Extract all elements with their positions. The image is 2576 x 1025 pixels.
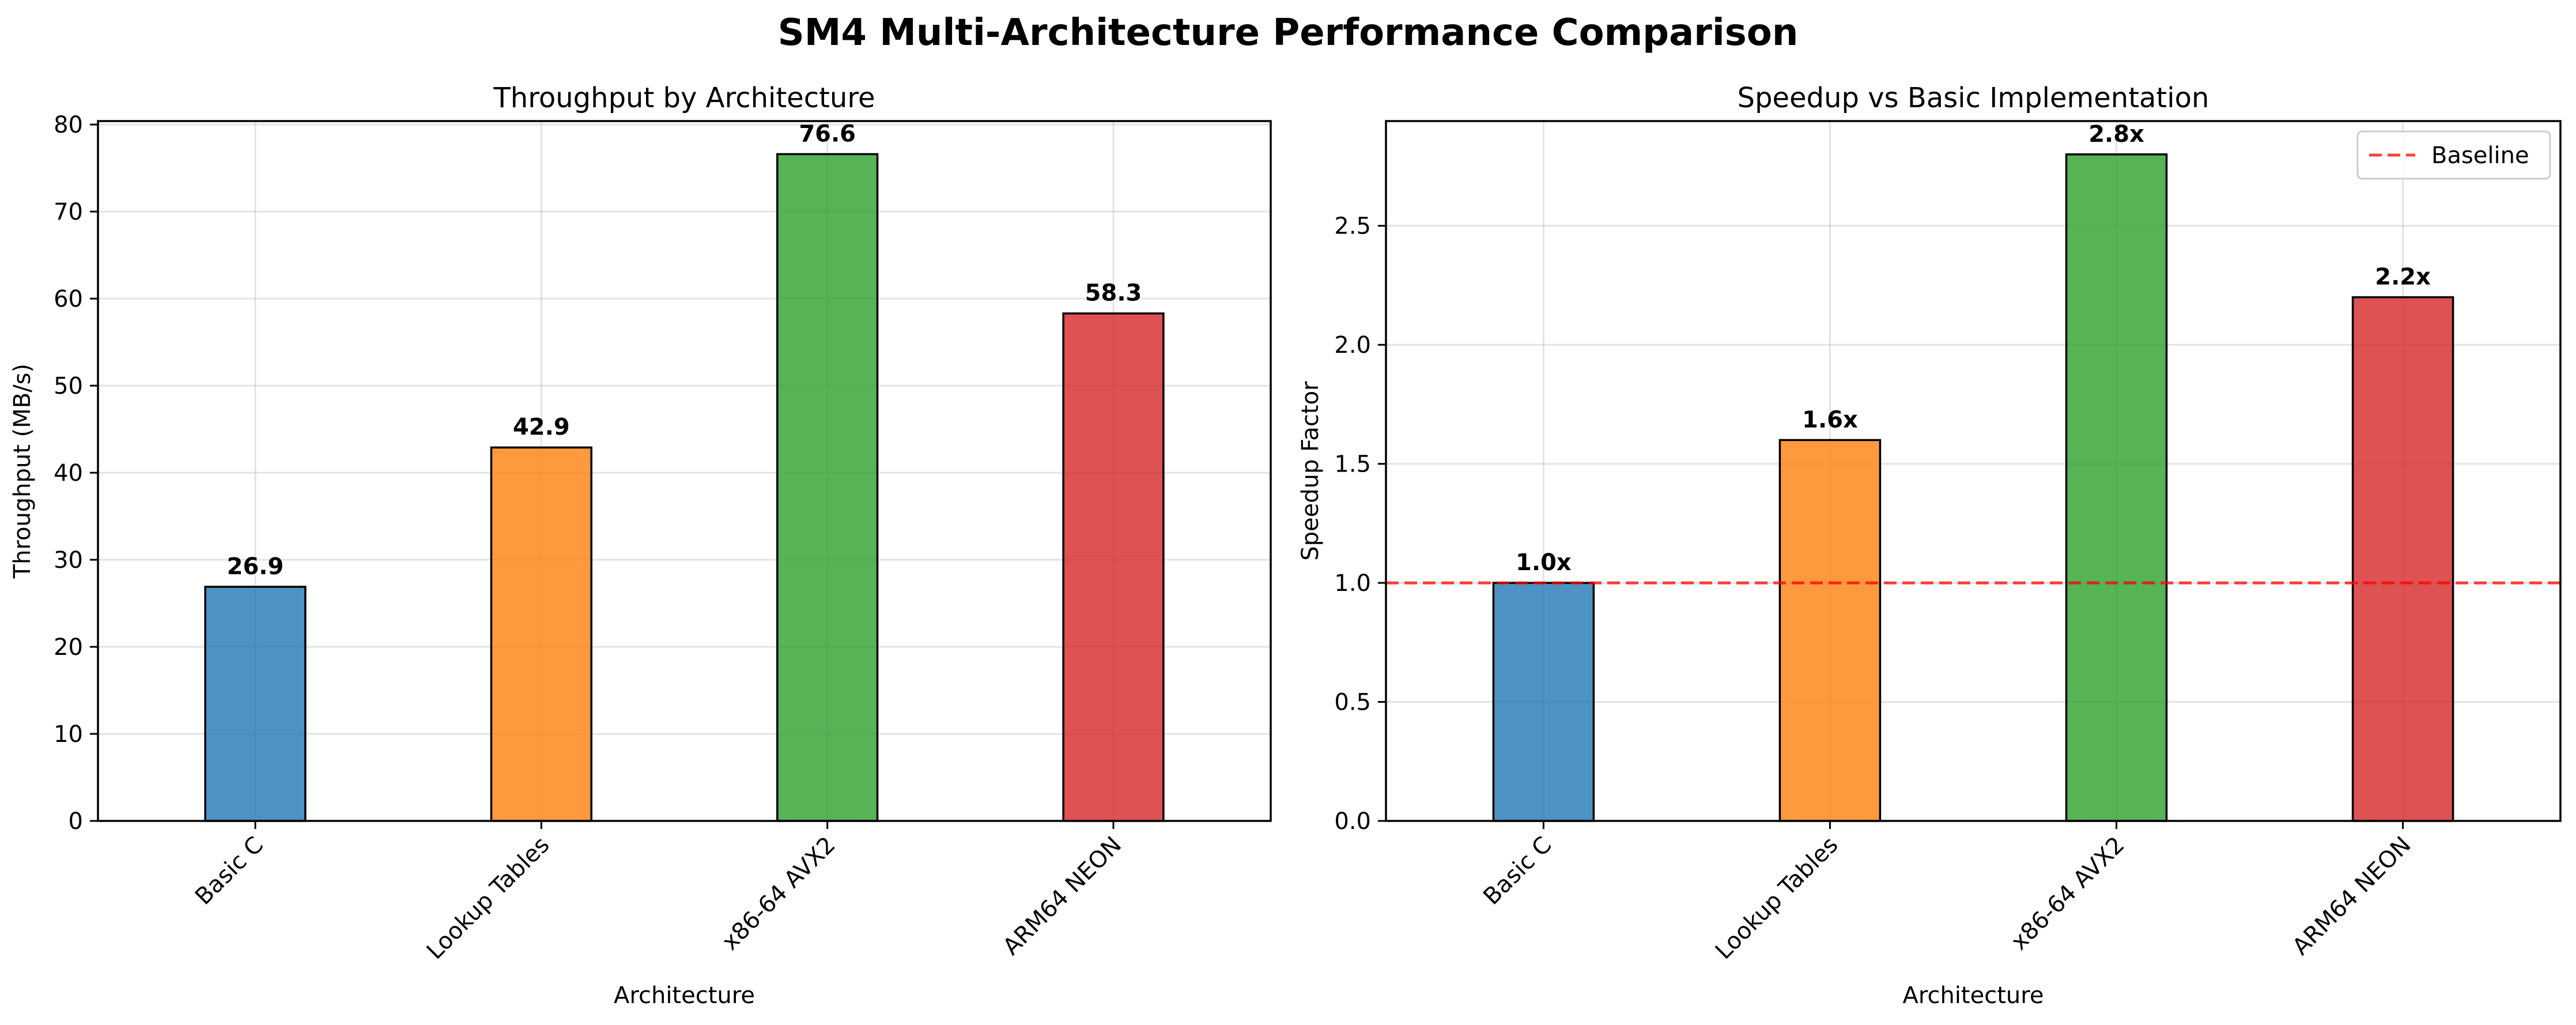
plot-area-frame (1385, 120, 2562, 822)
y-tick-label: 80 (54, 112, 83, 138)
y-axis-label: Speedup Factor (1297, 381, 1324, 561)
figure-suptitle: SM4 Multi-Architecture Performance Compa… (778, 12, 1799, 54)
y-tick-label: 20 (54, 634, 83, 661)
data-label-basic-c: 26.9 (227, 553, 284, 580)
chart-title: Throughput by Architecture (493, 82, 875, 114)
bar-x86-64-avx2 (776, 153, 879, 822)
data-label-arm64-neon: 2.2x (2375, 264, 2431, 291)
data-label-x86-64-avx2: 76.6 (799, 120, 856, 147)
legend-box (2356, 130, 2551, 180)
y-tick-label: 2.0 (1334, 332, 1371, 359)
bar-x86-64-avx2 (2065, 153, 2168, 822)
y-axis-label: Throughput (MB/s) (9, 364, 36, 579)
y-tick-label: 30 (54, 547, 83, 574)
data-label-lookup-tables: 42.9 (513, 414, 570, 440)
chart-title: Speedup vs Basic Implementation (1738, 82, 2209, 114)
bar-arm64-neon (1062, 312, 1165, 822)
y-tick-label: 1.0 (1334, 570, 1371, 597)
legend: Baseline (2356, 130, 2551, 180)
plot-area-frame (97, 120, 1272, 822)
y-tick-label: 2.5 (1334, 213, 1371, 240)
y-tick-label: 0.0 (1334, 808, 1371, 835)
legend-label-baseline: Baseline (2431, 142, 2529, 169)
bar-basic-c (1492, 582, 1595, 822)
bar-lookup-tables (490, 446, 592, 822)
y-tick-label: 60 (54, 286, 83, 312)
bar-arm64-neon (2351, 296, 2454, 822)
x-axis-label: Architecture (1903, 982, 2044, 1009)
y-tick-label: 0 (69, 808, 83, 835)
data-label-lookup-tables: 1.6x (1802, 406, 1858, 433)
y-tick-label: 70 (54, 199, 83, 225)
x-axis-label: Architecture (614, 982, 755, 1009)
bar-basic-c (204, 586, 307, 822)
y-tick-label: 0.5 (1334, 689, 1371, 716)
throughput-chart: Throughput by Architecture 26.9 42.9 76.6 58… (9, 82, 1272, 1009)
y-tick-label: 1.5 (1334, 451, 1371, 478)
y-tick-label: 50 (54, 373, 83, 400)
data-label-arm64-neon: 58.3 (1085, 280, 1142, 307)
data-label-x86-64-avx2: 2.8x (2088, 121, 2144, 148)
bar-lookup-tables (1778, 439, 1882, 822)
speedup-chart: Speedup vs Basic Implementation 1.0x 1.6x 2… (1297, 82, 2562, 1009)
y-tick-label: 10 (54, 721, 83, 748)
data-label-basic-c: 1.0x (1516, 549, 1572, 576)
y-tick-label: 40 (54, 460, 83, 487)
